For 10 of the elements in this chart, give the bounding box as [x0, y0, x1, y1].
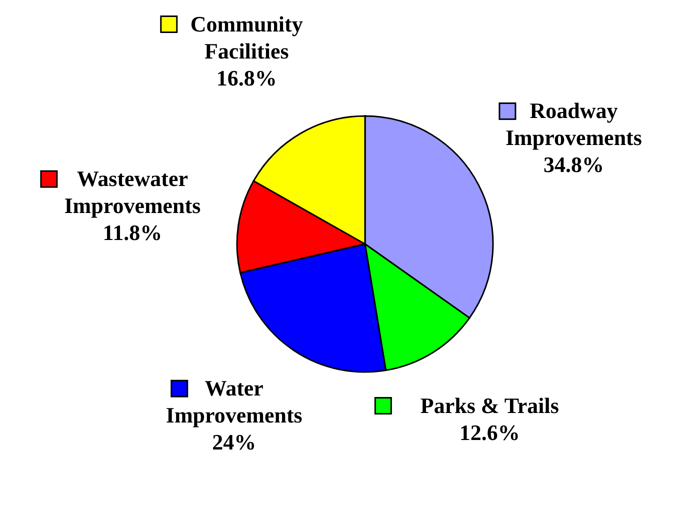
- legend-label: Roadway Improvements: [505, 98, 642, 150]
- legend-label: Parks & Trails: [420, 392, 560, 418]
- legend-label: Wastewater Improvements: [64, 166, 202, 218]
- legend-label: Water Improvements: [166, 376, 303, 428]
- legend-label: Community Facilities: [190, 11, 303, 64]
- data-label: 16.8%: [216, 65, 277, 90]
- data-label: 11.8%: [102, 220, 162, 246]
- data-label: 24%: [212, 430, 256, 455]
- data-label: 12.6%: [459, 420, 520, 445]
- data-label: 34.8%: [543, 152, 604, 178]
